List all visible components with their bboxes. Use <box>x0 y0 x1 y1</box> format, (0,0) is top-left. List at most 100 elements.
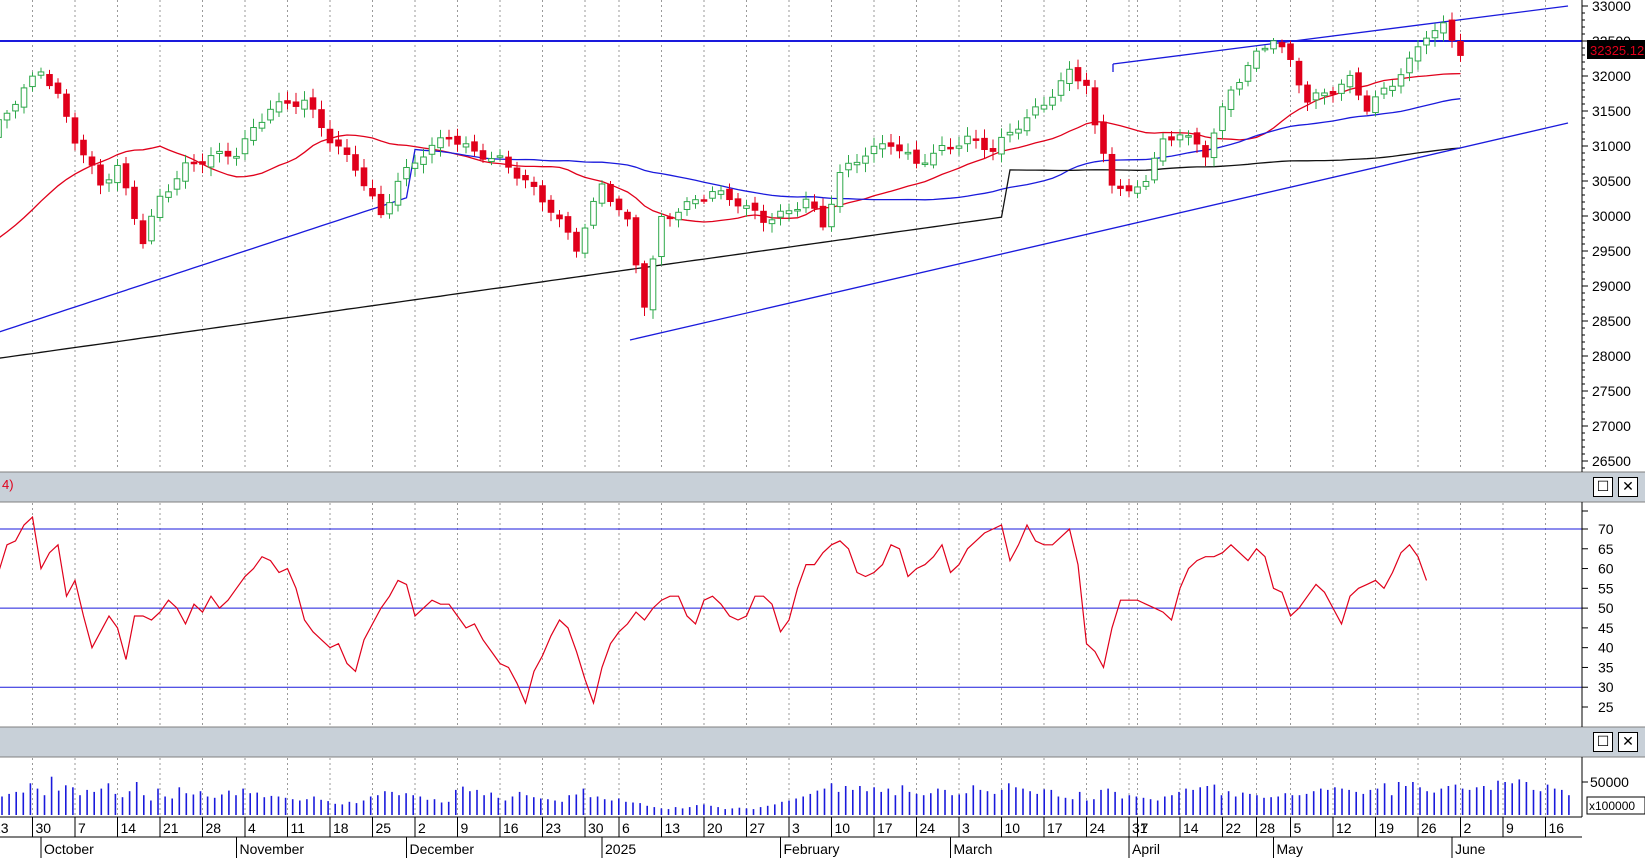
candle-body <box>607 184 614 203</box>
candle-body <box>207 155 215 168</box>
candle-body <box>420 156 427 165</box>
candle-body <box>853 161 861 166</box>
x-day-label: 20 <box>707 820 723 836</box>
x-day-label: 14 <box>1183 820 1199 836</box>
candle-body <box>692 199 699 205</box>
candle-body <box>802 198 810 209</box>
volume-bars <box>1 776 1570 815</box>
y-tick-label: 70 <box>1598 521 1614 537</box>
volume-maximize-button[interactable]: ☐ <box>1593 732 1613 752</box>
candle-body <box>1151 157 1158 181</box>
x-day-label: 21 <box>163 820 179 836</box>
candle-body <box>156 195 164 218</box>
candle-body <box>1159 138 1167 162</box>
candle-body <box>649 258 657 311</box>
candle-body <box>700 199 708 202</box>
candle-body <box>573 231 580 252</box>
y-tick-label: 31000 <box>1592 138 1631 154</box>
candle-body <box>1278 42 1286 48</box>
candle-body <box>641 263 648 308</box>
candle-body <box>309 97 317 110</box>
x-day-label: 26 <box>1421 820 1437 836</box>
candle-body <box>369 187 376 197</box>
candle-body <box>165 191 172 198</box>
candle-body <box>267 108 274 121</box>
x-day-label: 18 <box>333 820 349 836</box>
x-day-label: 9 <box>1506 820 1514 836</box>
candle-body <box>335 139 342 147</box>
svg-text:32325.12: 32325.12 <box>1590 43 1644 58</box>
x-month-label: 2025 <box>605 841 636 857</box>
rsi-maximize-button[interactable]: ☐ <box>1593 477 1613 497</box>
candle-body <box>539 185 546 203</box>
candle-body <box>1448 19 1456 41</box>
candle-body <box>63 93 70 117</box>
x-month-label: November <box>240 841 305 857</box>
rsi-close-button[interactable]: ✕ <box>1618 477 1638 497</box>
candle-body <box>913 149 920 164</box>
candle-body <box>530 181 538 187</box>
x-day-label: 24 <box>1090 820 1106 836</box>
y-tick-label: 25 <box>1598 699 1614 715</box>
last-price-badge: 32325.12 <box>1587 40 1645 59</box>
volume-close-button[interactable]: ✕ <box>1618 732 1638 752</box>
candle-body <box>1134 186 1141 194</box>
candle-body <box>998 136 1005 155</box>
candle-body <box>352 154 359 171</box>
candle-body <box>1270 40 1277 50</box>
candle-body <box>1049 96 1056 106</box>
x-day-label: 6 <box>622 820 630 836</box>
close-icon: ✕ <box>1622 734 1634 750</box>
candle-body <box>904 151 912 155</box>
candle-body <box>845 162 852 171</box>
y-tick-label: 26500 <box>1592 453 1631 469</box>
candle-body <box>1142 180 1150 187</box>
candle-body <box>777 210 784 218</box>
candle-body <box>1125 185 1133 192</box>
panel-separator-volume <box>0 727 1645 757</box>
candle-body <box>590 200 597 226</box>
candle-body <box>71 117 79 144</box>
y-tick-label: 65 <box>1598 541 1614 557</box>
candle-body <box>258 121 266 129</box>
candle-body <box>233 155 240 159</box>
candle-body <box>955 145 963 149</box>
candle-body <box>326 128 334 144</box>
candle-body <box>743 205 750 209</box>
candle-body <box>615 198 623 211</box>
x-day-label: 23 <box>546 820 562 836</box>
candle-body <box>1431 30 1439 39</box>
y-tick-label: 30 <box>1598 679 1614 695</box>
candle-body <box>488 158 495 163</box>
x-day-label: 25 <box>376 820 392 836</box>
candle-body <box>29 75 36 88</box>
candle-body <box>1083 79 1090 86</box>
y-tick-label: 60 <box>1598 561 1614 577</box>
candle-body <box>522 175 529 181</box>
candle-body <box>454 135 461 145</box>
candle-body <box>1100 121 1107 154</box>
candle-body <box>1066 68 1073 84</box>
y-tick-label: 50000 <box>1590 774 1629 790</box>
candle-body <box>1193 132 1201 145</box>
candle-body <box>1457 41 1464 56</box>
candle-body <box>632 217 640 266</box>
x-month-label: June <box>1455 841 1486 857</box>
candle-body <box>97 164 104 186</box>
svg-text:x100000: x100000 <box>1589 799 1635 813</box>
candle-body <box>598 183 606 204</box>
y-tick-label: 29000 <box>1592 278 1631 294</box>
y-tick-label: 29500 <box>1592 243 1631 259</box>
candle-body <box>122 163 130 189</box>
x-day-label: 27 <box>750 820 766 836</box>
y-tick-label: 45 <box>1598 620 1614 636</box>
x-day-label: 7 <box>1141 820 1149 836</box>
y-tick-label: 35 <box>1598 659 1614 675</box>
candle-body <box>1176 134 1184 141</box>
candle-body <box>1346 74 1354 88</box>
rsi-panel: 70 65 60 55 50 45 40 35 30 25 <box>0 503 1614 726</box>
x-day-label: 4 <box>248 820 256 836</box>
candle-body <box>292 101 300 107</box>
candle-body <box>862 155 869 164</box>
candle-body <box>785 210 793 215</box>
